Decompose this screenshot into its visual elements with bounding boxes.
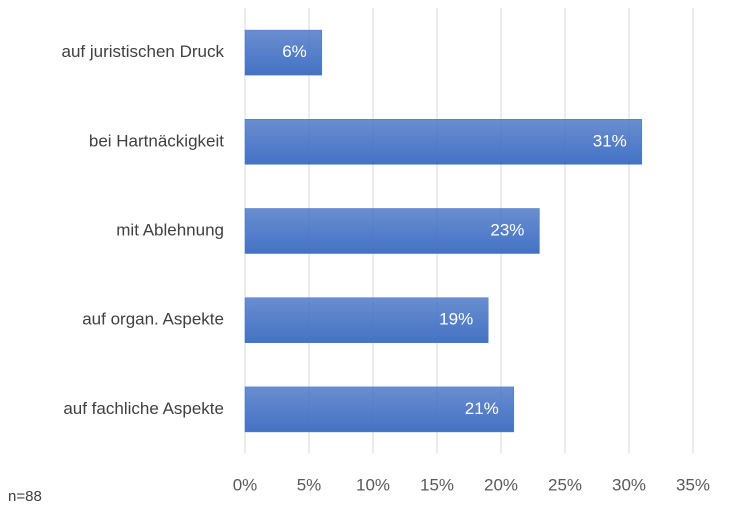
value-label: 6% bbox=[282, 42, 307, 61]
y-tick-label: mit Ablehnung bbox=[116, 220, 224, 239]
bar bbox=[244, 386, 515, 433]
x-tick-label: 35% bbox=[676, 475, 710, 494]
x-tick-label: 25% bbox=[548, 475, 582, 494]
x-tick-label: 30% bbox=[612, 475, 646, 494]
y-tick-label: auf fachliche Aspekte bbox=[63, 399, 224, 418]
y-tick-label: bei Hartnäckigkeit bbox=[89, 131, 224, 150]
value-label: 21% bbox=[465, 399, 499, 418]
value-label: 23% bbox=[490, 220, 524, 239]
bar bbox=[244, 208, 540, 254]
y-tick-label: auf juristischen Druck bbox=[61, 42, 224, 61]
y-tick-label: auf organ. Aspekte bbox=[82, 310, 224, 329]
x-tick-label: 20% bbox=[484, 475, 518, 494]
bar bbox=[244, 297, 489, 343]
value-label: 31% bbox=[593, 131, 627, 150]
x-tick-label: 5% bbox=[297, 475, 322, 494]
x-tick-label: 0% bbox=[233, 475, 258, 494]
value-label: 19% bbox=[439, 310, 473, 329]
bar bbox=[244, 29, 323, 76]
x-tick-label: 10% bbox=[356, 475, 390, 494]
annotation: n=88 bbox=[8, 488, 42, 505]
x-tick-label: 15% bbox=[420, 475, 454, 494]
bar bbox=[244, 119, 643, 165]
